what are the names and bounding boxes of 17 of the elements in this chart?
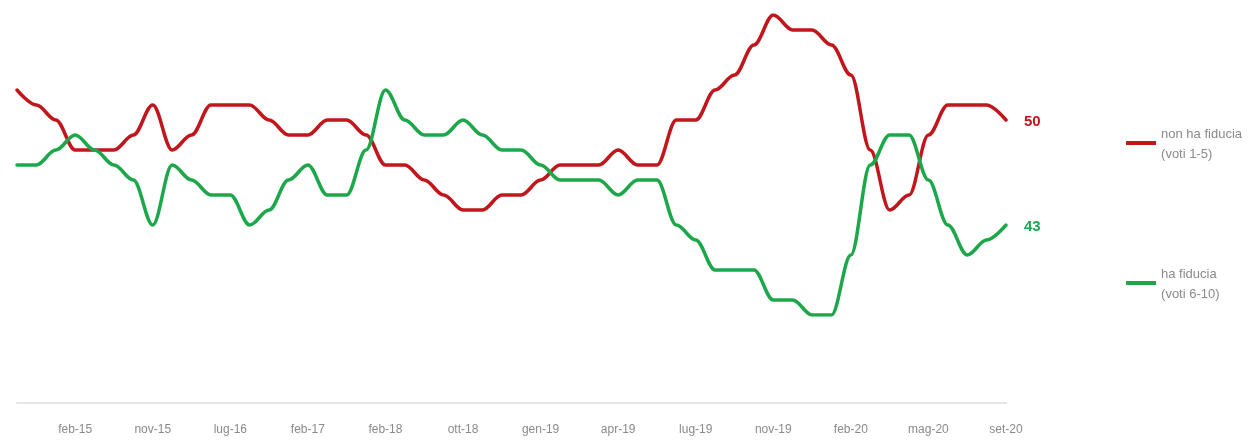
x-tick-label: lug-19 (679, 422, 713, 436)
x-tick-label: feb-20 (833, 422, 869, 436)
legend-label: ha fiducia (voti 6-10) (1161, 265, 1220, 301)
x-tick-label: mag-20 (908, 422, 950, 436)
x-tick-label: set-20 (989, 422, 1023, 436)
x-tick-label: feb-17 (290, 422, 326, 436)
x-tick-label: nov-19 (754, 422, 792, 436)
x-tick-label: feb-18 (368, 422, 403, 436)
x-tick-label: gen-19 (521, 422, 560, 436)
x-tick-label: lug-16 (213, 422, 248, 436)
data-label: 50 (1024, 111, 1041, 129)
legend-label: non ha fiducia (voti 1-5) (1161, 125, 1243, 161)
x-tick-label: apr-19 (600, 422, 636, 436)
x-tick-label: feb-15 (58, 422, 93, 436)
data-label: 43 (1024, 216, 1041, 234)
x-tick-label: ott-18 (447, 422, 479, 436)
x-tick-label: nov-15 (134, 422, 172, 436)
